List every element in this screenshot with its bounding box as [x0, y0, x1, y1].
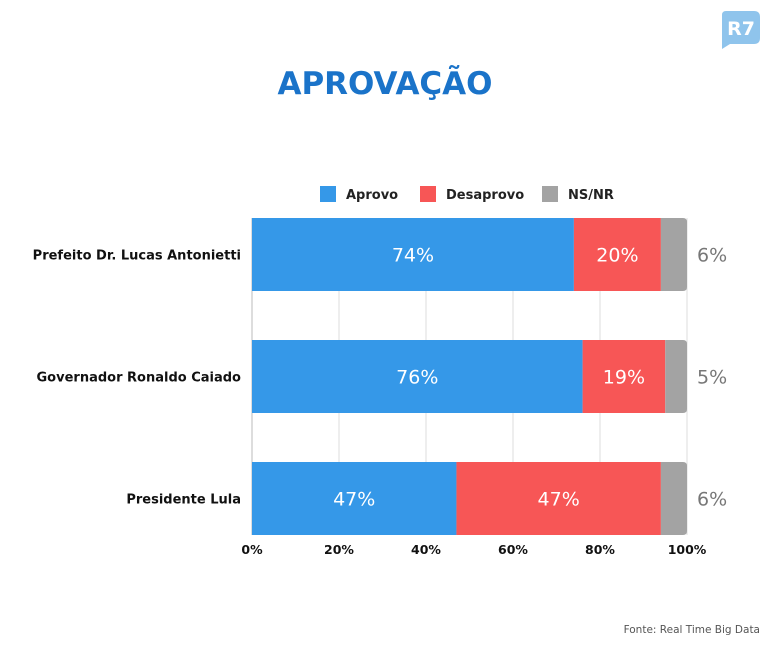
bar-segment-1-3: [660, 218, 687, 291]
bar-segment-2-3: [665, 340, 687, 413]
x-tick-label-1: 20%: [324, 542, 354, 557]
legend-label-1: Aprovo: [346, 188, 398, 203]
category-label-1: Prefeito Dr. Lucas Antonietti: [33, 249, 241, 264]
category-label-3: Presidente Lula: [126, 493, 241, 508]
bar-segment-2-1: [252, 340, 583, 413]
bar-segment-1-1: [252, 218, 574, 291]
r7-logo: R7: [722, 11, 760, 49]
bar-label-3-1: 47%: [333, 489, 375, 511]
x-tick-label-3: 60%: [498, 542, 528, 557]
bar-label-2-1: 76%: [396, 367, 438, 389]
bar-label-1-3: 6%: [697, 245, 727, 267]
logo-text: R7: [727, 18, 755, 40]
legend-swatch-2: [420, 186, 436, 202]
bar-segment-2-2: [582, 340, 666, 413]
bar-label-2-3: 5%: [697, 367, 727, 389]
bar-segment-1-2: [573, 218, 661, 291]
x-tick-label-2: 40%: [411, 542, 441, 557]
bar-segment-3-1: [252, 462, 457, 535]
x-tick-label-0: 0%: [241, 542, 263, 557]
bar-segment-3-3: [660, 462, 687, 535]
bar-label-2-2: 19%: [603, 367, 645, 389]
bar-label-3-3: 6%: [697, 489, 727, 511]
bar-label-1-2: 20%: [596, 245, 638, 267]
legend-swatch-1: [320, 186, 336, 202]
bars: 74% 20% 6% 76% 19% 5% 47% 47% 6%: [252, 218, 727, 535]
bar-segment-3-2: [456, 462, 661, 535]
x-tick-label-5: 100%: [668, 542, 707, 557]
x-axis-ticks: 0% 20% 40% 60% 80% 100%: [241, 542, 706, 557]
legend-swatch-3: [542, 186, 558, 202]
source-note: Fonte: Real Time Big Data: [624, 624, 760, 636]
bar-label-3-2: 47%: [538, 489, 580, 511]
x-tick-label-4: 80%: [585, 542, 615, 557]
category-label-2: Governador Ronaldo Caiado: [37, 371, 242, 386]
logo-badge: [722, 11, 760, 49]
bar-label-1-1: 74%: [392, 245, 434, 267]
legend-label-2: Desaprovo: [446, 188, 524, 203]
category-labels: Prefeito Dr. Lucas Antonietti Governador …: [33, 249, 241, 508]
chart-title: APROVAÇÃO: [277, 65, 492, 102]
legend-label-3: NS/NR: [568, 188, 614, 203]
legend: Aprovo Desaprovo NS/NR: [320, 186, 614, 203]
